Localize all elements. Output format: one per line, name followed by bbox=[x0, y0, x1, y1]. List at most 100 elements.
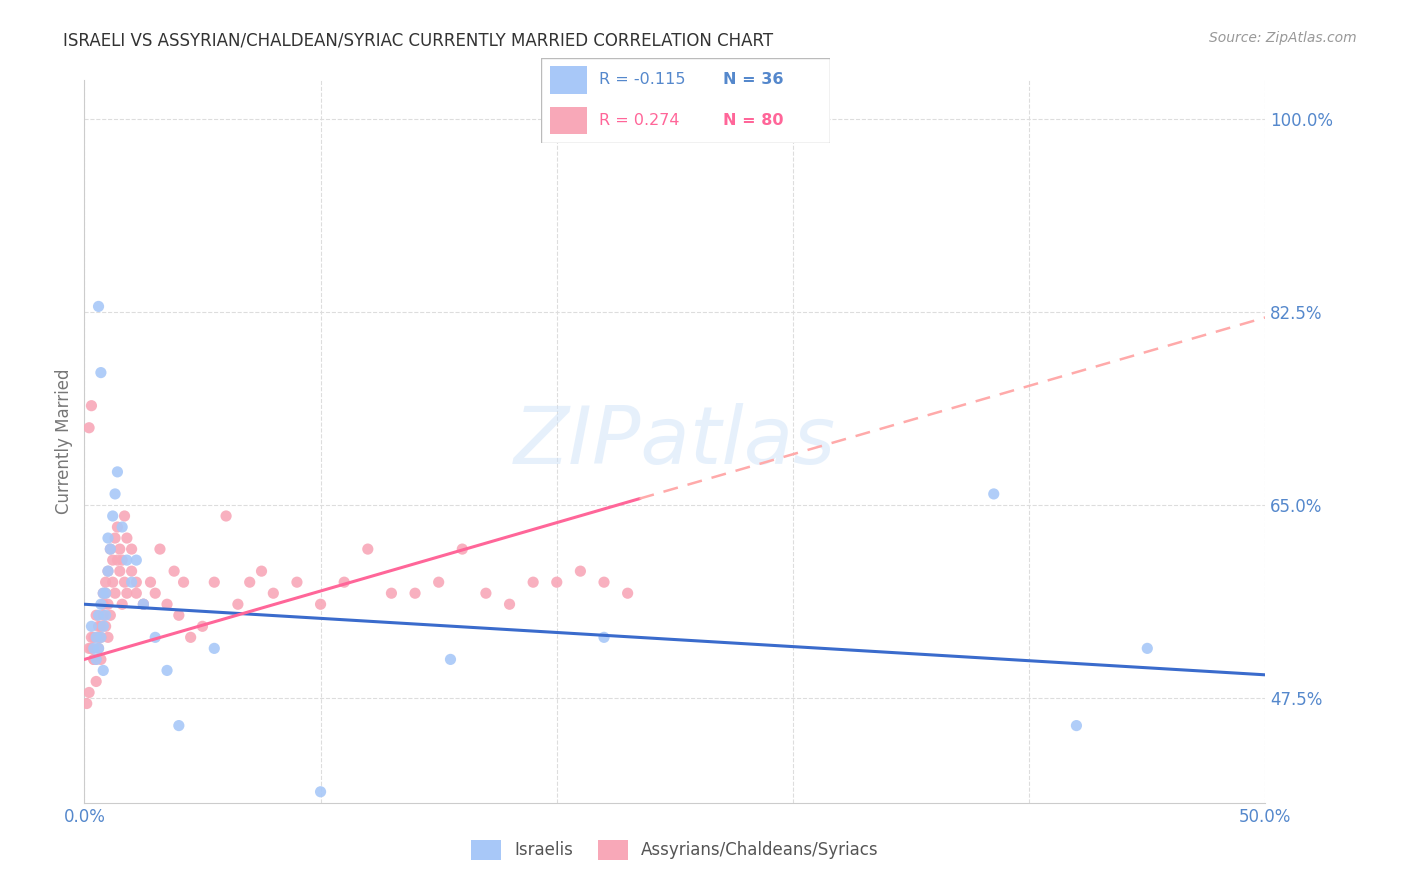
Point bbox=[593, 575, 616, 590]
Point bbox=[84, 652, 107, 666]
Point bbox=[180, 631, 202, 645]
Point bbox=[101, 553, 124, 567]
Point bbox=[1066, 718, 1088, 732]
Text: ZIPatlas: ZIPatlas bbox=[513, 402, 837, 481]
Point bbox=[80, 399, 103, 413]
Point bbox=[98, 608, 121, 623]
Point bbox=[97, 597, 120, 611]
Point bbox=[121, 575, 143, 590]
Point bbox=[569, 564, 592, 578]
Point bbox=[546, 575, 568, 590]
Point bbox=[80, 631, 103, 645]
Y-axis label: Currently Married: Currently Married bbox=[55, 368, 73, 515]
Text: ISRAELI VS ASSYRIAN/CHALDEAN/SYRIAC CURRENTLY MARRIED CORRELATION CHART: ISRAELI VS ASSYRIAN/CHALDEAN/SYRIAC CURR… bbox=[63, 31, 773, 49]
Point bbox=[80, 619, 103, 633]
Point bbox=[87, 619, 110, 633]
Point bbox=[107, 465, 129, 479]
Point bbox=[202, 575, 225, 590]
Point bbox=[87, 608, 110, 623]
Point bbox=[90, 631, 112, 645]
Point bbox=[108, 564, 131, 578]
Point bbox=[451, 542, 474, 557]
Text: R = 0.274: R = 0.274 bbox=[599, 112, 679, 128]
Point bbox=[108, 542, 131, 557]
FancyBboxPatch shape bbox=[550, 67, 588, 94]
Point bbox=[239, 575, 262, 590]
Point bbox=[90, 597, 112, 611]
Point bbox=[97, 631, 120, 645]
Point bbox=[87, 300, 110, 314]
Point bbox=[91, 664, 114, 678]
Point bbox=[87, 641, 110, 656]
Point bbox=[111, 597, 134, 611]
Point bbox=[121, 542, 143, 557]
Point bbox=[91, 597, 114, 611]
Point bbox=[121, 564, 143, 578]
Point bbox=[83, 652, 105, 666]
Point bbox=[132, 597, 155, 611]
Point bbox=[84, 652, 107, 666]
Point bbox=[91, 586, 114, 600]
Point bbox=[262, 586, 284, 600]
Point bbox=[1136, 641, 1159, 656]
Point bbox=[143, 586, 166, 600]
Point bbox=[333, 575, 356, 590]
Point bbox=[983, 487, 1005, 501]
Text: N = 36: N = 36 bbox=[723, 72, 783, 87]
Point bbox=[91, 586, 114, 600]
Point bbox=[114, 508, 136, 523]
Point bbox=[80, 641, 103, 656]
Point bbox=[107, 553, 129, 567]
Point bbox=[427, 575, 450, 590]
Point bbox=[84, 608, 107, 623]
Point bbox=[498, 597, 520, 611]
Point bbox=[77, 421, 100, 435]
Point bbox=[616, 586, 638, 600]
Point bbox=[111, 553, 134, 567]
Point bbox=[107, 520, 129, 534]
Text: N = 80: N = 80 bbox=[723, 112, 783, 128]
Point bbox=[104, 487, 127, 501]
Point bbox=[111, 520, 134, 534]
Point bbox=[91, 619, 114, 633]
Point bbox=[125, 575, 148, 590]
Point bbox=[84, 631, 107, 645]
Point bbox=[101, 508, 124, 523]
Point bbox=[125, 586, 148, 600]
Point bbox=[83, 631, 105, 645]
Point bbox=[215, 508, 238, 523]
Point bbox=[83, 652, 105, 666]
Point bbox=[97, 564, 120, 578]
Point bbox=[77, 641, 100, 656]
Point bbox=[143, 631, 166, 645]
Point bbox=[173, 575, 195, 590]
FancyBboxPatch shape bbox=[550, 107, 588, 134]
Point bbox=[115, 531, 138, 545]
Point bbox=[522, 575, 544, 590]
Point bbox=[167, 608, 190, 623]
Point bbox=[90, 619, 112, 633]
Point bbox=[439, 652, 461, 666]
Point bbox=[132, 597, 155, 611]
Point bbox=[90, 652, 112, 666]
Point bbox=[149, 542, 172, 557]
Text: R = -0.115: R = -0.115 bbox=[599, 72, 686, 87]
Point bbox=[104, 531, 127, 545]
Point bbox=[139, 575, 162, 590]
Text: Source: ZipAtlas.com: Source: ZipAtlas.com bbox=[1209, 31, 1357, 45]
Point bbox=[90, 631, 112, 645]
Point bbox=[115, 586, 138, 600]
Point bbox=[94, 575, 117, 590]
Point bbox=[87, 641, 110, 656]
Point bbox=[97, 564, 120, 578]
Point bbox=[191, 619, 214, 633]
Point bbox=[90, 366, 112, 380]
Point bbox=[357, 542, 380, 557]
Point bbox=[309, 785, 332, 799]
Point bbox=[83, 641, 105, 656]
Point bbox=[167, 718, 190, 732]
Point bbox=[309, 597, 332, 611]
Point bbox=[97, 531, 120, 545]
Point bbox=[475, 586, 498, 600]
Point bbox=[115, 553, 138, 567]
